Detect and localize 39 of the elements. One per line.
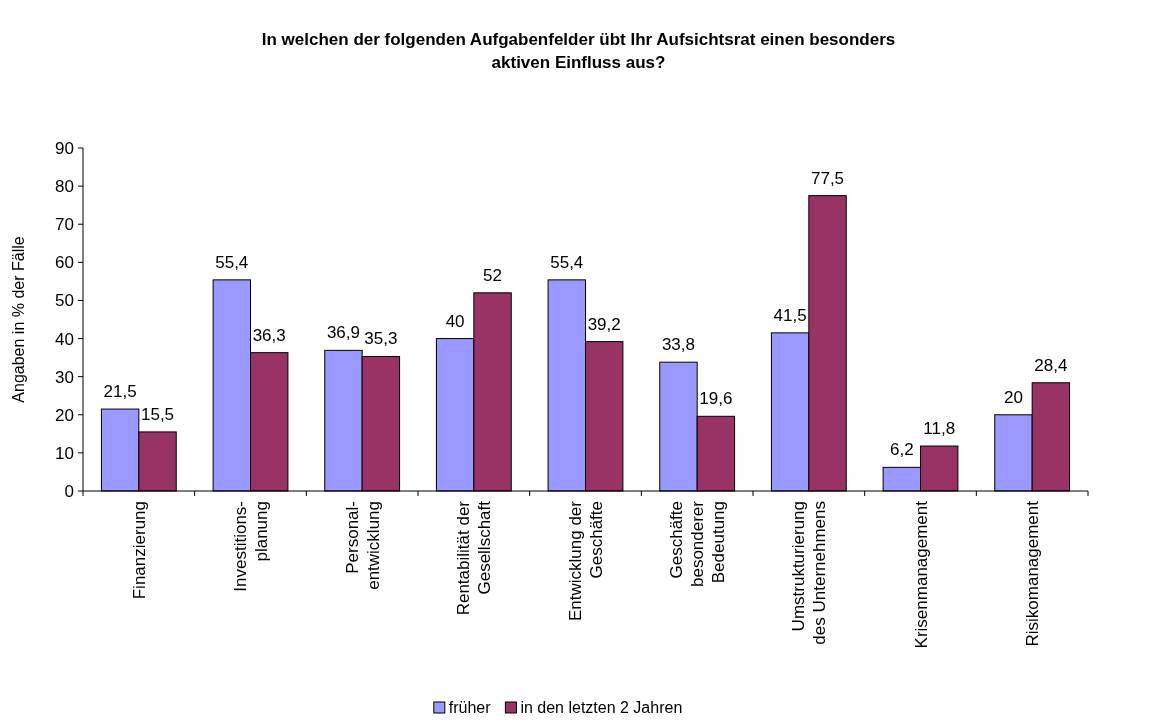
data-label: 19,6 (699, 389, 733, 409)
y-tick-label: 30 (55, 367, 74, 387)
y-tick-label: 0 (64, 481, 74, 501)
data-label: 41,5 (773, 305, 807, 325)
x-tick-label: Geschäfte besonderer Bedeutung (667, 500, 729, 588)
y-tick-label: 80 (55, 177, 74, 197)
x-tick-label: Finanzierung (129, 501, 149, 600)
data-label: 20 (1004, 387, 1023, 407)
chart-title: In welchen der folgenden Aufgabenfelder übt Ihr Aufsichtsrat einen besonders aktiven Einfluss aus? (261, 30, 896, 72)
x-tick-label: Krisenmanagement (911, 500, 931, 649)
data-label: 52 (483, 265, 502, 285)
x-tick-label: Investitions- planung (231, 501, 271, 592)
data-label: 39,2 (587, 314, 621, 334)
data-label: 35,3 (364, 329, 398, 349)
data-label: 15,5 (140, 404, 175, 424)
legend-label: in den letzten 2 Jahren (520, 699, 683, 716)
data-label: 36,9 (326, 323, 361, 343)
data-label: 33,8 (661, 335, 696, 355)
y-tick-label: 60 (55, 253, 74, 273)
data-label: 6,2 (889, 440, 914, 460)
y-tick-label: 90 (55, 138, 74, 158)
legend-label: früher (448, 699, 492, 716)
data-label: 11,8 (923, 419, 956, 439)
y-tick-label: 20 (55, 405, 74, 425)
data-label: 77,5 (810, 168, 845, 188)
y-axis-title: Angaben in % der Fälle (10, 236, 27, 403)
x-tick-label: Entwicklung der Geschäfte (566, 500, 606, 622)
x-tick-label: Personal- entwicklung (342, 501, 383, 590)
data-label: 36,3 (252, 325, 286, 345)
data-label: 55,4 (215, 252, 249, 272)
data-label: 21,5 (103, 382, 137, 402)
y-tick-label: 10 (55, 443, 74, 463)
data-label: 40 (445, 311, 465, 331)
y-tick-label: 40 (55, 329, 74, 349)
y-tick-label: 70 (55, 215, 74, 235)
data-label: 28,4 (1034, 355, 1068, 375)
y-tick-label: 50 (55, 291, 74, 311)
x-tick-label: Risikomanagement (1023, 500, 1043, 647)
data-label: 55,4 (550, 252, 584, 272)
